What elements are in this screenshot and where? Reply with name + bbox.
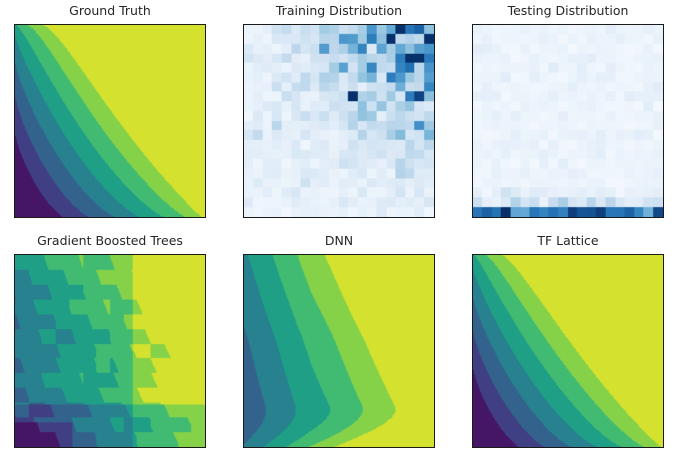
panel-title-dnn: DNN	[324, 233, 354, 248]
plot-training-distribution	[244, 25, 434, 217]
axes-tf-lattice	[472, 254, 664, 448]
axes-testing-distribution	[472, 24, 664, 218]
panel-ground-truth: Ground Truth	[14, 4, 206, 218]
axes-dnn	[243, 254, 435, 448]
panel-title-testing-distribution: Testing Distribution	[507, 3, 629, 18]
panel-dnn: DNN	[243, 234, 435, 448]
axes-training-distribution	[243, 24, 435, 218]
panel-training-distribution: Training Distribution	[243, 4, 435, 218]
panel-title-training-distribution: Training Distribution	[275, 3, 403, 18]
plot-gradient-boosted-trees	[15, 255, 205, 447]
panel-gradient-boosted-trees: Gradient Boosted Trees	[14, 234, 206, 448]
plot-dnn	[244, 255, 434, 447]
panel-testing-distribution: Testing Distribution	[472, 4, 664, 218]
panel-title-ground-truth: Ground Truth	[69, 3, 151, 18]
axes-gradient-boosted-trees	[14, 254, 206, 448]
panel-tf-lattice: TF Lattice	[472, 234, 664, 448]
panel-title-tf-lattice: TF Lattice	[537, 233, 599, 248]
panel-title-gradient-boosted-trees: Gradient Boosted Trees	[37, 233, 183, 248]
plot-ground-truth	[15, 25, 205, 217]
plot-tf-lattice	[473, 255, 663, 447]
plot-testing-distribution	[473, 25, 663, 217]
axes-ground-truth	[14, 24, 206, 218]
